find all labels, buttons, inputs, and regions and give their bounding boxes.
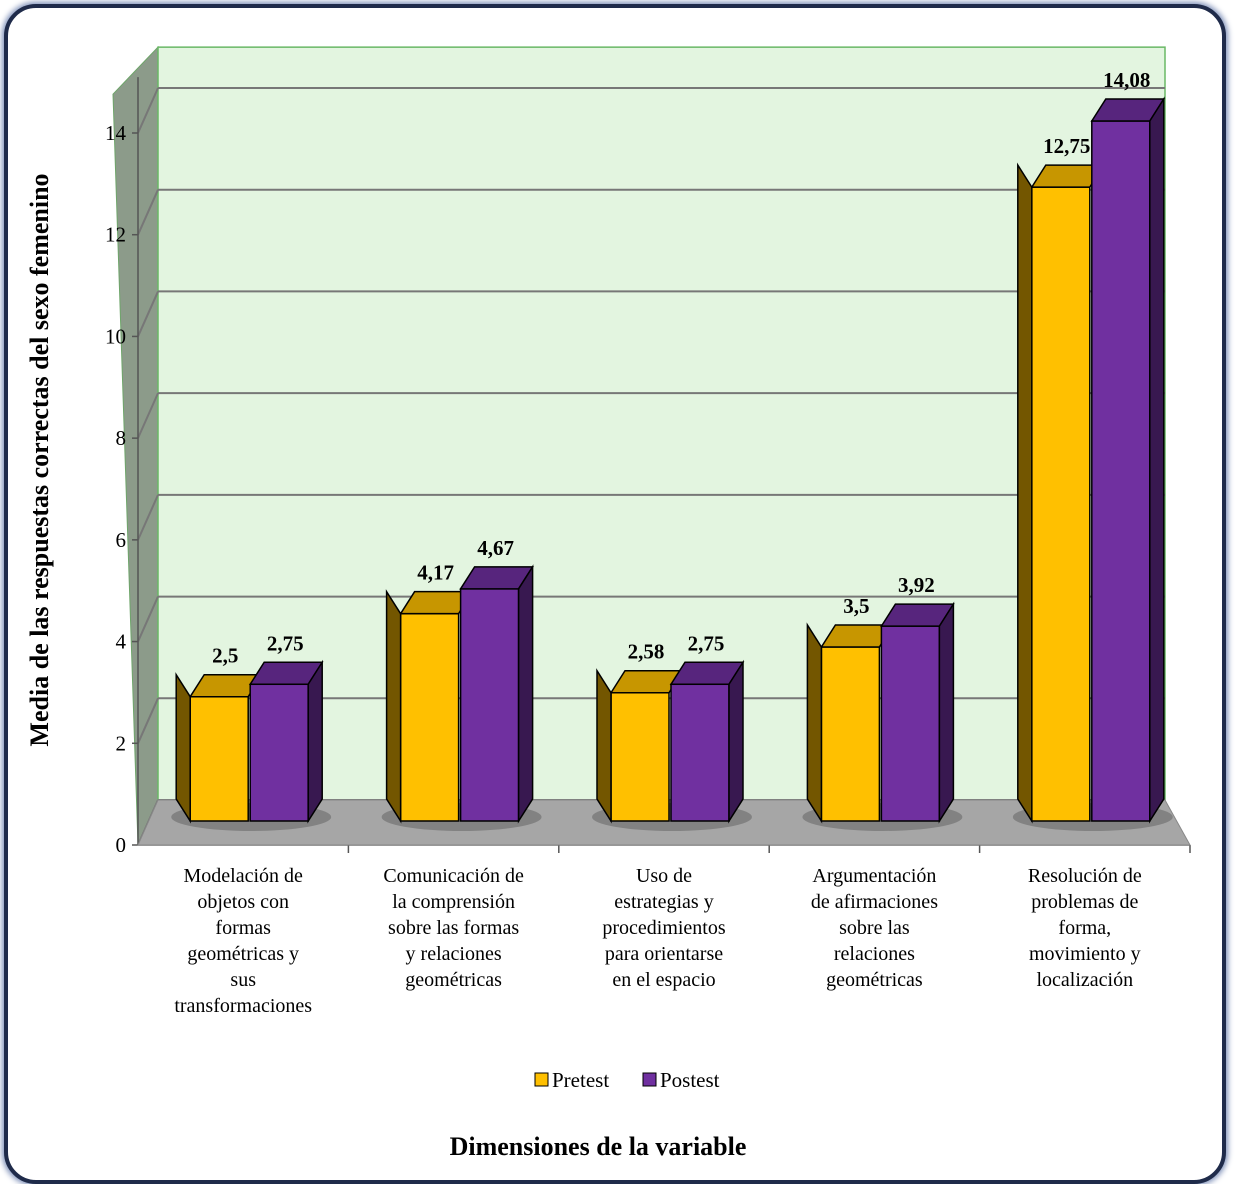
x-tick-label: estrategias y: [614, 891, 713, 913]
gridline-side: [137, 697, 159, 744]
bar-pretest-4: [1031, 186, 1091, 822]
data-label: 4,17: [417, 561, 454, 585]
x-tick-label: Modelación de: [183, 865, 303, 887]
bar-pretest-1: [399, 612, 460, 822]
x-tick-label: Resolución de: [1028, 865, 1142, 887]
x-tick-label: la comprensión: [392, 891, 515, 913]
y-tick-label: 0: [116, 833, 127, 857]
labels: 0 2 4 6 8 10 12 14 2,5 2,75 Modelación de objetos c…: [25, 68, 1150, 1161]
data-label: 3,92: [898, 573, 935, 597]
x-tick-label: movimiento y: [1029, 943, 1141, 965]
bar-postest-2: [670, 683, 730, 822]
x-tick-label: Argumentación: [812, 865, 936, 887]
data-label: 2,58: [628, 640, 665, 664]
bar-postest-1: [459, 588, 520, 822]
legend-swatch-postest: [642, 1072, 657, 1087]
data-label: 4,67: [477, 536, 514, 560]
bar-side-pretest-2: [596, 668, 612, 824]
legend-label-pretest: Pretest: [552, 1068, 609, 1092]
x-tick-label: para orientarse: [605, 943, 723, 965]
y-tick-label: 10: [105, 324, 126, 348]
x-tick-label: forma,: [1058, 917, 1111, 939]
bar-pretest-0: [189, 695, 249, 822]
x-tick-label: problemas de: [1031, 891, 1138, 913]
x-tick-label: en el espacio: [612, 969, 715, 991]
bar-side-postest-3: [938, 601, 955, 824]
x-tick-label: relaciones: [834, 943, 915, 965]
x-tick-label: de afirmaciones: [811, 891, 938, 913]
x-tick-label: transformaciones: [174, 995, 312, 1017]
bar-pretest-2: [610, 691, 670, 822]
y-tick-label: 4: [116, 630, 127, 654]
x-tick-label: geométricas: [826, 969, 923, 991]
data-label: 12,75: [1043, 134, 1090, 158]
y-tick-label: 14: [105, 121, 127, 145]
legend-swatch-pretest: [534, 1072, 549, 1087]
bar-side-postest-0: [307, 659, 323, 824]
x-tick-label: sus: [230, 969, 256, 991]
data-label: 2,5: [212, 644, 238, 668]
bar-postest-0: [249, 683, 309, 822]
y-axis-title: Media de las respuestas correctas del se…: [25, 173, 54, 746]
gridline-side: [137, 392, 159, 439]
gridline-side: [137, 87, 159, 134]
x-tick-label: Uso de: [636, 865, 692, 887]
y-tick-label: 6: [116, 528, 127, 552]
data-label: 2,75: [688, 631, 725, 655]
bar-side-postest-2: [728, 659, 744, 824]
x-tick-label: procedimientos: [602, 917, 726, 939]
y-tick-label: 12: [105, 223, 126, 247]
x-tick-label: y relaciones: [406, 943, 502, 965]
x-tick-label: localización: [1036, 969, 1133, 991]
bar-side-pretest-3: [806, 622, 823, 824]
x-tick-label: geométricas y: [187, 943, 299, 965]
bar-side-pretest-1: [385, 589, 402, 824]
x-tick-label: objetos con: [197, 891, 289, 913]
gridline-side: [137, 189, 159, 236]
x-tick-label: Comunicación de: [383, 865, 524, 887]
bar-postest-4: [1091, 120, 1151, 822]
gridline-side: [137, 291, 159, 337]
y-tick-label: 8: [116, 426, 127, 450]
gridline-side: [137, 494, 159, 541]
legend-label-postest: Postest: [660, 1068, 720, 1092]
x-tick-label: sobre las formas: [388, 917, 519, 939]
x-tick-label: formas: [215, 917, 271, 939]
y-tick-label: 2: [116, 731, 127, 755]
bar-pretest-3: [820, 646, 881, 822]
x-axis-title: Dimensiones de la variable: [450, 1132, 747, 1161]
bar-side-postest-1: [517, 564, 534, 824]
x-tick-label: geométricas: [405, 969, 502, 991]
bar-postest-3: [880, 625, 941, 822]
bar-side-postest-4: [1149, 96, 1165, 824]
bar-side-pretest-0: [175, 672, 191, 824]
bar-side-pretest-4: [1017, 162, 1033, 824]
data-label: 2,75: [267, 631, 304, 655]
data-label: 14,08: [1103, 68, 1150, 92]
gridline-side: [137, 596, 159, 642]
data-label: 3,5: [843, 594, 869, 618]
x-tick-label: sobre las: [839, 917, 910, 939]
bars: [175, 96, 1166, 824]
